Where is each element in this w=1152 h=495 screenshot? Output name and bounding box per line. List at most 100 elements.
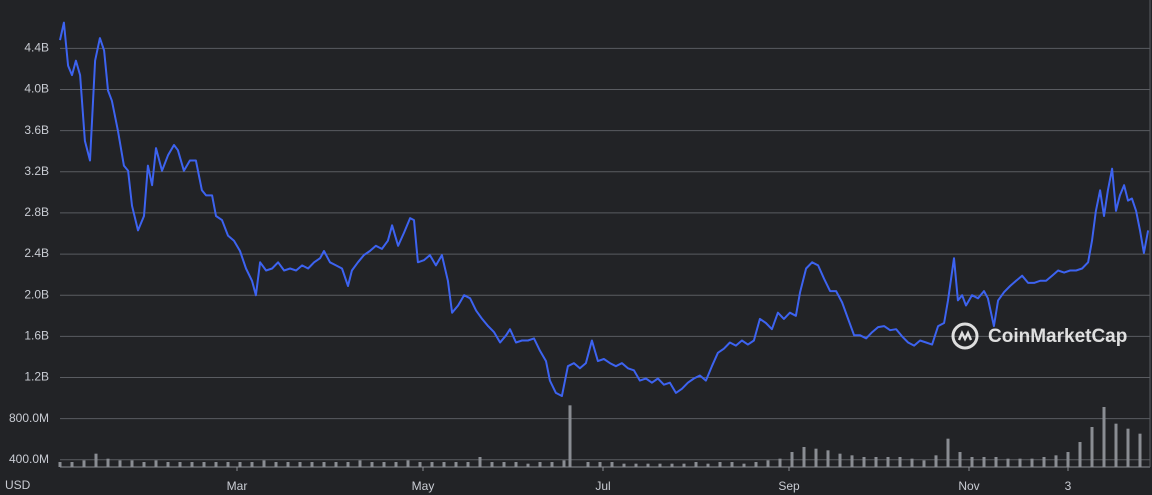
x-tick-label: Nov [958,479,979,493]
volume-bar [742,463,746,467]
volume-bar [718,462,722,467]
volume-bar [58,462,62,467]
volume-bar [730,462,734,467]
volume-bar [1066,452,1070,467]
volume-bar [1042,457,1046,467]
volume-bar [178,462,182,467]
y-tick-label: 800.0M [9,411,49,425]
volume-bar [214,462,218,467]
price-line [59,21,1150,397]
volume-bar [754,462,758,467]
volume-bar [622,463,626,467]
volume-bar [550,462,554,467]
volume-bar [1138,433,1142,467]
volume-bar [994,457,998,467]
y-tick-label: 2.8B [24,205,49,219]
volume-bar [202,462,206,467]
volume-bar [346,462,350,467]
volume-bar [274,462,278,467]
y-tick-label: 3.6B [24,123,49,137]
volume-bar [946,438,950,467]
marks [58,21,1150,467]
volume-bar [142,462,146,467]
volume-bar [166,462,170,467]
volume-bar [262,460,266,467]
volume-bar [838,453,842,467]
volume-bar [334,462,338,467]
logo-glyph [957,330,973,342]
y-tick-label: 3.2B [24,164,49,178]
volume-bar [850,455,854,467]
volume-bar [586,462,590,467]
volume-bar [442,462,446,467]
volume-bar [670,463,674,467]
watermark-logo [951,322,979,350]
volume-bar [1126,428,1130,467]
volume-bar [1090,427,1094,467]
volume-bar [658,463,662,467]
volume-bar [298,462,302,467]
volume-bar [130,460,134,467]
volume-bar [922,460,926,467]
volume-bar [562,460,566,467]
volume-bar [406,460,410,467]
y-tick-label: 1.6B [24,329,49,343]
x-tick-label: May [412,479,435,493]
volume-bar [790,452,794,467]
y-tick-label: 2.4B [24,246,49,260]
y-tick-label: 4.4B [24,41,49,55]
watermark: CoinMarketCap [988,326,1127,347]
volume-bar [1078,442,1082,467]
volume-bar [898,457,902,467]
volume-bar [106,458,110,467]
volume-bar [568,405,572,467]
volume-bar [502,462,506,467]
volume-bar [1006,458,1010,467]
volume-bar [418,462,422,467]
volume-bar [814,448,818,467]
volume-bar [70,462,74,467]
x-tick-label: Sep [778,479,800,493]
volume-bar [370,462,374,467]
x-tick-label: Mar [227,479,248,493]
volume-bar [526,463,530,467]
volume-bar [358,460,362,467]
y-axis-label: USD [5,478,31,492]
volume-bar [430,462,434,467]
volume-bar [982,457,986,467]
volume-bar [466,462,470,467]
volume-bar [970,457,974,467]
volume-bar [778,458,782,467]
logo-ring [951,322,979,350]
volume-bar [634,463,638,467]
volume-bar [646,463,650,467]
volume-bar [802,447,806,467]
volume-bar [766,460,770,467]
volume-bar [250,462,254,467]
volume-bar [238,462,242,467]
volume-bar [598,462,602,467]
volume-bar [286,462,290,467]
volume-bar [610,462,614,467]
volume-bar [82,460,86,467]
y-tick-label: 400.0M [9,452,49,466]
volume-bar [910,458,914,467]
y-tick-label: 4.0B [24,82,49,96]
volume-bar [874,457,878,467]
volume-bar [190,462,194,467]
volume-bar [490,462,494,467]
x-tick-label: Jul [595,479,610,493]
volume-bar [1018,458,1022,467]
volume-bar [118,460,122,467]
volume-bar [310,462,314,467]
y-tick-label: 1.2B [24,370,49,384]
x-tick-label: 3 [1065,479,1072,493]
volume-bar [514,462,518,467]
volume-bar [1030,458,1034,467]
volume-bar [958,452,962,467]
volume-bar [706,463,710,467]
volume-bar [478,457,482,467]
